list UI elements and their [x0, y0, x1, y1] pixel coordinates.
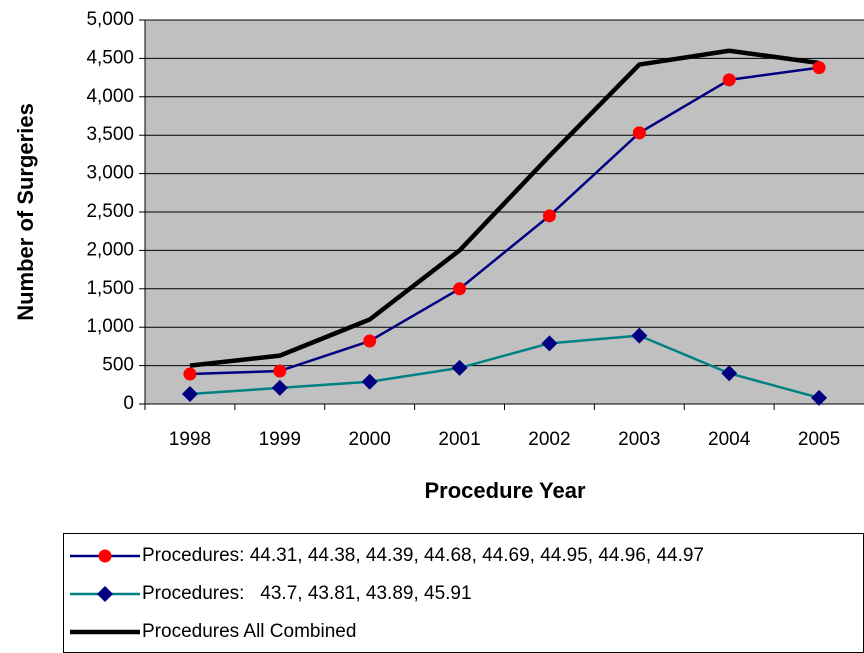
marker	[273, 364, 287, 378]
marker	[361, 373, 378, 390]
y-tick-label: 5,000	[86, 9, 134, 30]
x-tick-label: 2004	[708, 429, 751, 450]
y-tick-label: 4,000	[86, 86, 134, 107]
y-tick-label: 3,000	[86, 163, 134, 184]
y-tick-label: 1,500	[86, 278, 134, 299]
x-tick-label: 1998	[169, 429, 211, 450]
marker	[542, 209, 556, 223]
marker	[631, 327, 648, 344]
series-line	[189, 48, 820, 368]
marker	[541, 335, 558, 352]
x-tick-label: 2000	[349, 429, 391, 450]
x-tick-label: 2002	[528, 429, 570, 450]
marker	[632, 126, 646, 140]
y-tick-label: 3,500	[86, 124, 134, 145]
y-axis-title: Number of Surgeries	[13, 103, 38, 321]
marker	[181, 386, 198, 403]
legend-marker	[97, 586, 113, 602]
y-tick-label: 2,500	[86, 201, 134, 222]
marker	[722, 73, 736, 87]
legend-label: Procedures All Combined	[142, 621, 356, 642]
x-tick-label: 2003	[618, 429, 660, 450]
marker	[811, 389, 828, 406]
x-axis-title: Procedure Year	[424, 478, 585, 503]
legend-box	[63, 533, 864, 653]
series-line	[189, 334, 820, 400]
legend-marker	[98, 549, 112, 563]
x-tick-label: 2005	[798, 429, 840, 450]
marker	[363, 334, 377, 348]
marker	[451, 359, 468, 376]
marker	[453, 282, 467, 296]
legend-label: Procedures: 44.31, 44.38, 44.39, 44.68, …	[142, 545, 704, 566]
legend-label: Procedures: 43.7, 43.81, 43.89, 45.91	[142, 583, 472, 604]
marker	[721, 365, 738, 382]
marker	[271, 379, 288, 396]
series-line	[189, 66, 820, 376]
marker	[812, 61, 826, 75]
y-tick-label: 500	[102, 355, 134, 376]
x-tick-label: 2001	[438, 429, 480, 450]
y-tick-label: 4,500	[86, 47, 134, 68]
y-tick-label: 1,000	[86, 316, 134, 337]
x-tick-label: 1999	[259, 429, 301, 450]
y-tick-label: 2,000	[86, 239, 134, 260]
marker	[183, 367, 197, 381]
y-tick-label: 0	[123, 393, 134, 414]
